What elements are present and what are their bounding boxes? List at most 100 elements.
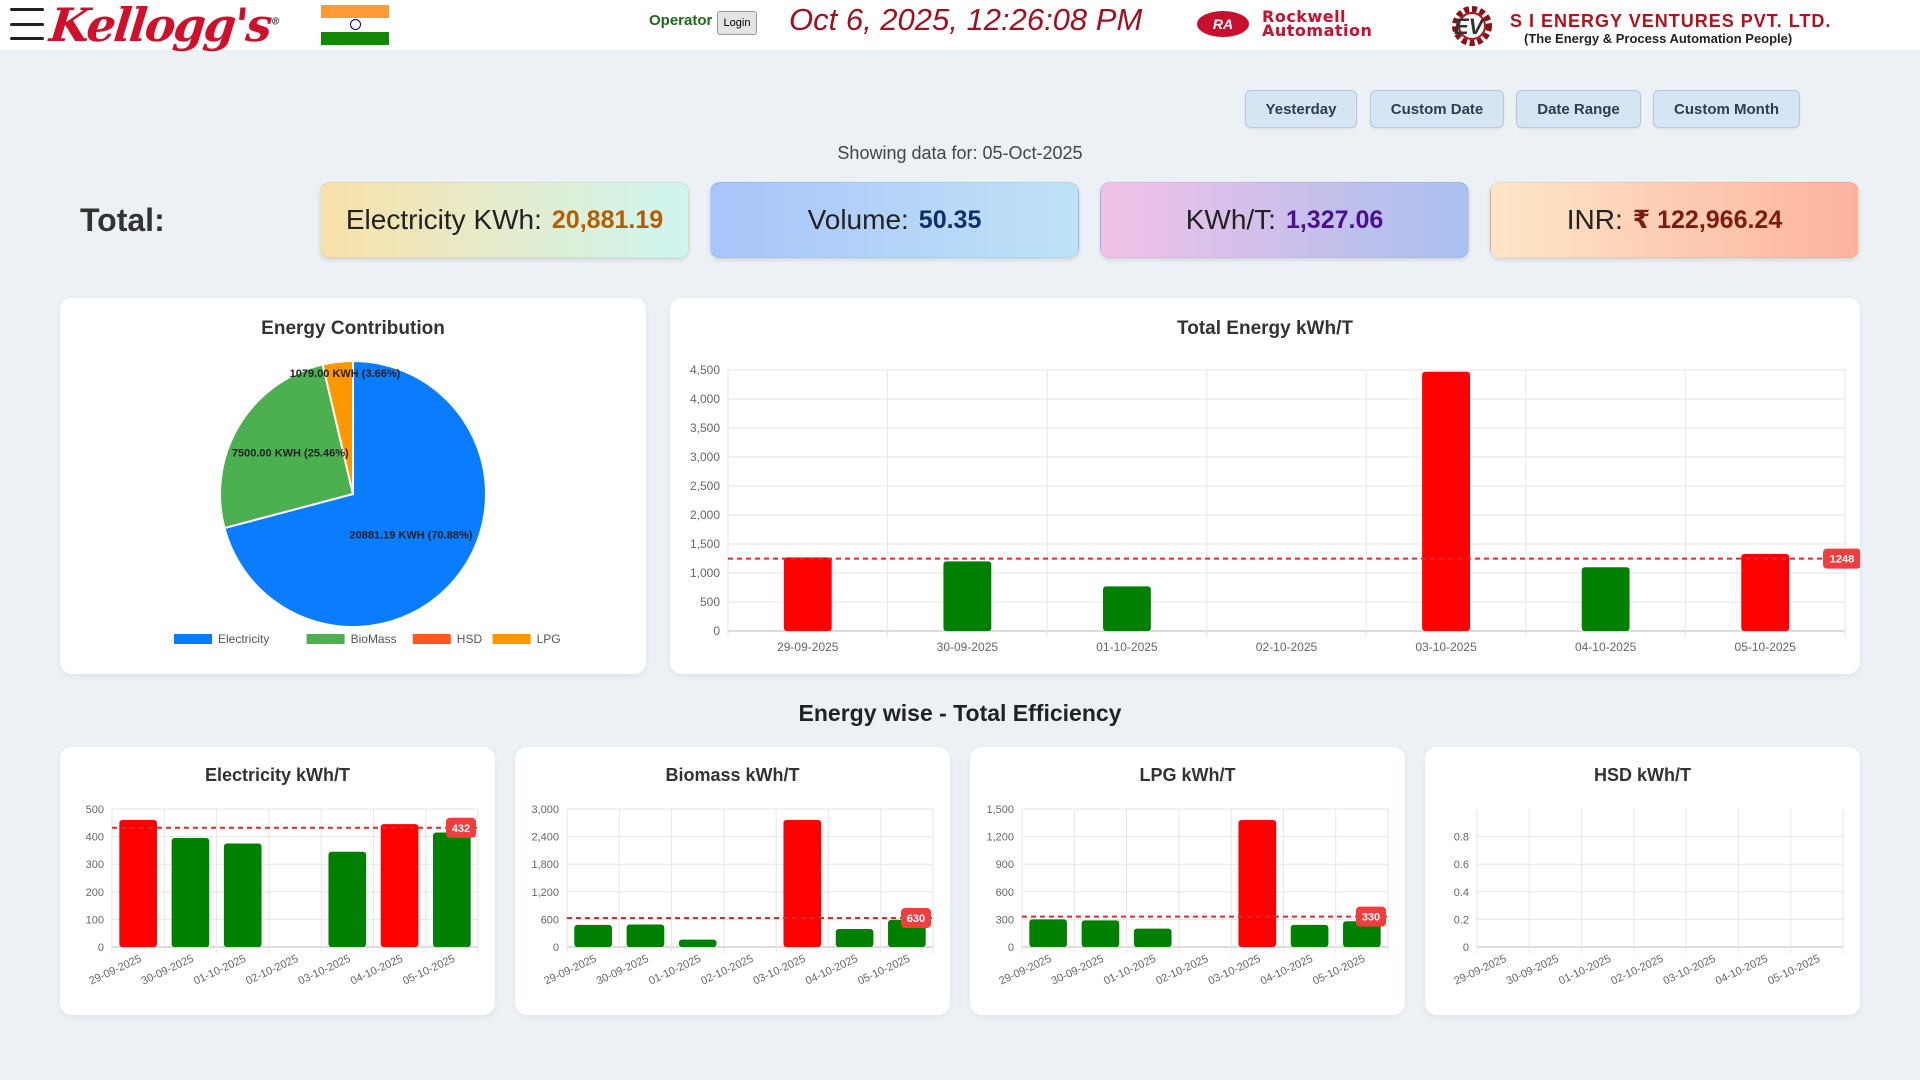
total-label: Total: bbox=[80, 202, 165, 238]
x-tick-label: 01-10-2025 bbox=[1557, 953, 1613, 988]
legend-label: HSD bbox=[457, 632, 483, 646]
legend-swatch bbox=[306, 634, 345, 644]
bar bbox=[574, 924, 612, 947]
india-flag-icon bbox=[321, 5, 389, 45]
date-range-button[interactable]: Date Range bbox=[1516, 90, 1641, 128]
rockwell-automation-logo: Rockwell Automation bbox=[1262, 7, 1373, 40]
target-badge bbox=[1356, 906, 1386, 927]
x-tick-label: 29-09-2025 bbox=[777, 640, 839, 654]
target-value-label: 432 bbox=[452, 823, 470, 835]
x-tick-label: 02-10-2025 bbox=[1609, 953, 1665, 988]
ev-badge-text: EV bbox=[1454, 14, 1486, 39]
x-tick-label: 01-10-2025 bbox=[647, 953, 703, 988]
x-tick-label: 02-10-2025 bbox=[244, 953, 300, 988]
y-tick-label: 600 bbox=[996, 887, 1014, 899]
bar bbox=[1238, 820, 1277, 947]
bar bbox=[1029, 919, 1067, 947]
y-tick-label: 3,000 bbox=[690, 450, 720, 464]
x-tick-label: 04-10-2025 bbox=[804, 953, 860, 988]
x-tick-label: 29-09-2025 bbox=[87, 953, 143, 988]
x-tick-label: 30-09-2025 bbox=[140, 953, 196, 988]
operator-label: Operator bbox=[649, 12, 713, 29]
biomass-efficiency-card: Biomass kWh/T 0 600 1,200 1,800 2,400 3,000 29… bbox=[515, 747, 950, 1015]
bar bbox=[1102, 586, 1151, 631]
y-tick-label: 1,200 bbox=[986, 832, 1014, 844]
y-tick-label: 0 bbox=[98, 942, 104, 954]
section-title: Energy wise - Total Efficiency bbox=[798, 700, 1122, 726]
x-tick-label: 01-10-2025 bbox=[1102, 953, 1158, 988]
pie-slice-electricity bbox=[223, 359, 487, 628]
y-tick-label: 0 bbox=[1008, 942, 1014, 954]
total-energy-bar-chart: 0 500 1,000 1,500 2,000 2,500 3,000 3,500 4,000 4… bbox=[690, 363, 1860, 654]
x-tick-label: 05-10-2025 bbox=[401, 953, 457, 988]
hsd-bar-chart: 0 0.2 0.4 0.6 0.8 29-09-202530-09-202501-10-2… bbox=[1452, 809, 1844, 988]
energy-contribution-card: Energy Contribution 20881.19 KWH (70.88%… bbox=[60, 298, 646, 674]
pie-slice-lpg bbox=[321, 359, 354, 495]
x-tick-label: 03-10-2025 bbox=[1661, 953, 1717, 988]
y-tick-label: 200 bbox=[86, 887, 104, 899]
custom-month-button[interactable]: Custom Month bbox=[1653, 90, 1800, 128]
x-tick-label: 29-09-2025 bbox=[542, 953, 598, 988]
x-tick-label: 03-10-2025 bbox=[296, 953, 352, 988]
x-tick-label: 04-10-2025 bbox=[349, 953, 405, 988]
y-tick-label: 0.6 bbox=[1454, 859, 1469, 871]
y-tick-label: 300 bbox=[86, 859, 104, 871]
custom-date-button[interactable]: Custom Date bbox=[1370, 90, 1504, 128]
energy-contribution-pie-chart: 20881.19 KWH (70.88%) 7500.00 KWH (25.46%… bbox=[174, 359, 561, 646]
x-tick-label: 01-10-2025 bbox=[1096, 640, 1158, 654]
y-tick-label: 0.2 bbox=[1454, 914, 1469, 926]
menu-icon[interactable] bbox=[10, 8, 44, 40]
x-tick-label: 29-09-2025 bbox=[1452, 953, 1508, 988]
x-tick-label: 05-10-2025 bbox=[856, 953, 912, 988]
electricity-kwh-card: Electricity KWh: 20,881.19 bbox=[320, 182, 689, 258]
total-energy-card: Total Energy kWh/T 0 500 1,000 1,500 2,000 2,… bbox=[670, 298, 1860, 674]
kpi-value: 20,881.19 bbox=[551, 205, 664, 234]
x-tick-label: 03-10-2025 bbox=[751, 953, 807, 988]
chart-title: Total Energy kWh/T bbox=[1177, 318, 1353, 339]
y-tick-label: 3,000 bbox=[531, 804, 559, 816]
company-tagline: (The Energy & Process Automation People) bbox=[1524, 31, 1793, 46]
yesterday-button[interactable]: Yesterday bbox=[1245, 90, 1357, 128]
legend-swatch bbox=[492, 634, 531, 644]
bar bbox=[1081, 920, 1120, 947]
kpi-label: KWh/T: bbox=[1185, 204, 1276, 235]
legend-label: BioMass bbox=[351, 632, 397, 646]
x-tick-label: 05-10-2025 bbox=[1311, 953, 1367, 988]
x-tick-label: 05-10-2025 bbox=[1766, 953, 1822, 988]
bar bbox=[1581, 567, 1630, 631]
x-tick-label: 02-10-2025 bbox=[699, 953, 755, 988]
kpi-label: Electricity KWh: bbox=[345, 204, 542, 235]
x-tick-label: 04-10-2025 bbox=[1259, 953, 1315, 988]
x-tick-label: 03-10-2025 bbox=[1206, 953, 1262, 988]
y-tick-label: 2,400 bbox=[531, 832, 559, 844]
x-tick-label: 30-09-2025 bbox=[595, 953, 651, 988]
chart-title: Biomass kWh/T bbox=[665, 765, 800, 785]
legend-swatch bbox=[412, 634, 451, 644]
y-tick-label: 0.8 bbox=[1454, 832, 1469, 844]
y-tick-label: 1,500 bbox=[986, 804, 1014, 816]
electricity-efficiency-card: Electricity kWh/T 0 100 200 300 400 500 29-09-… bbox=[60, 747, 495, 1015]
volume-card: Volume: 50.35 bbox=[710, 182, 1079, 258]
legend-swatch bbox=[174, 634, 212, 644]
y-tick-label: 0 bbox=[553, 942, 559, 954]
x-tick-label: 30-09-2025 bbox=[937, 640, 999, 654]
y-tick-label: 1,000 bbox=[690, 566, 720, 580]
top-bar: Kellogg's® Operator Login Oct 6, 2025, 1… bbox=[0, 0, 1920, 52]
bar bbox=[1133, 928, 1172, 947]
ev-gear-logo-icon: EV bbox=[1452, 6, 1492, 46]
bar bbox=[223, 843, 262, 947]
login-button[interactable]: Login bbox=[717, 11, 757, 35]
x-tick-label: 03-10-2025 bbox=[1415, 640, 1477, 654]
y-tick-label: 3,500 bbox=[690, 421, 720, 435]
y-tick-label: 1,200 bbox=[531, 887, 559, 899]
kpi-value: 50.35 bbox=[918, 205, 982, 234]
x-tick-label: 04-10-2025 bbox=[1575, 640, 1637, 654]
bar bbox=[380, 824, 419, 947]
pie-data-label: 1079.00 KWH (3.66%) bbox=[290, 368, 401, 380]
y-tick-label: 400 bbox=[86, 832, 104, 844]
bar bbox=[119, 820, 157, 947]
electricity-bar-chart: 0 100 200 300 400 500 29-09-202530-09-202501-1… bbox=[86, 804, 479, 988]
kpi-value: 1,327.06 bbox=[1285, 205, 1384, 234]
x-tick-label: 30-09-2025 bbox=[1050, 953, 1106, 988]
lpg-efficiency-card: LPG kWh/T 0 300 600 900 1,200 1,500 29-09-2025… bbox=[970, 747, 1405, 1015]
